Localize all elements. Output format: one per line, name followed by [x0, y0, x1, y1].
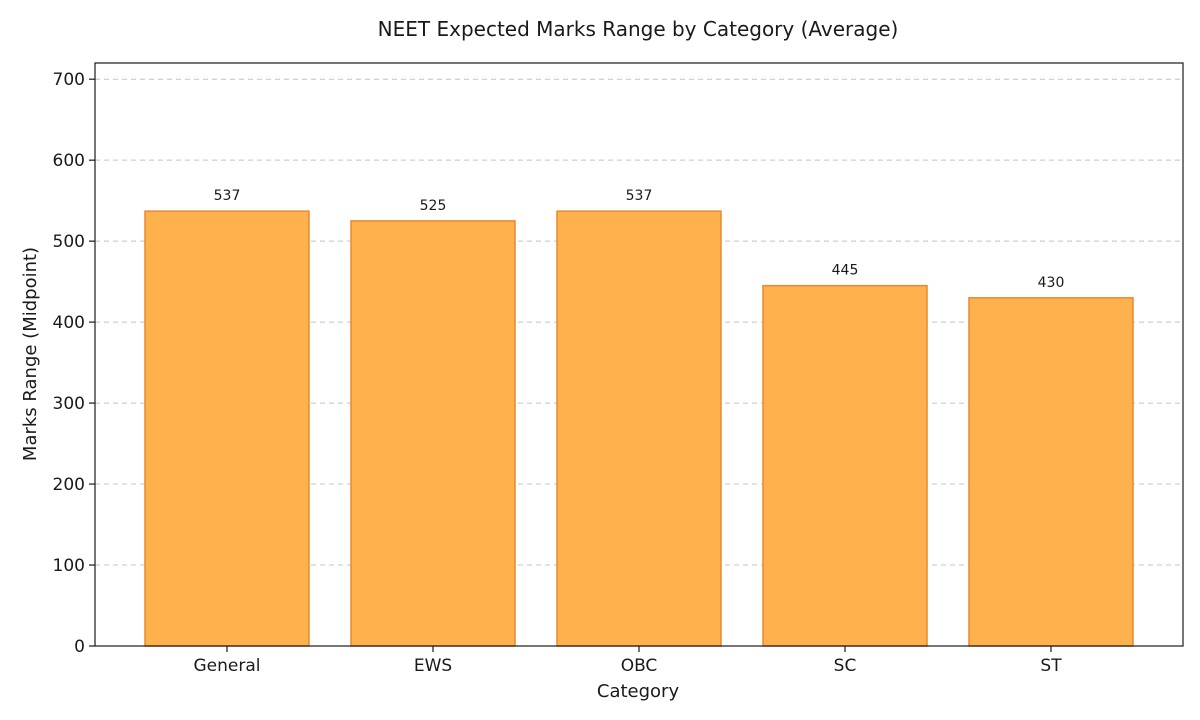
bar-value-label: 445: [832, 263, 859, 279]
x-tick-label: OBC: [621, 656, 658, 676]
y-tick-label: 300: [53, 394, 85, 414]
y-tick-label: 0: [74, 637, 85, 657]
y-tick-label: 600: [53, 151, 85, 171]
data-labels: 537 525 537 445 430: [214, 188, 1065, 291]
y-tick-label: 200: [53, 475, 85, 495]
bar-general: [144, 210, 310, 647]
bar-value-label: 537: [214, 188, 241, 204]
y-axis-label: Marks Range (Midpoint): [20, 247, 41, 461]
x-tick-label: ST: [1040, 656, 1062, 676]
y-tick-label: 100: [53, 556, 85, 576]
y-tick-label: 500: [53, 232, 85, 252]
y-tick-label: 700: [53, 70, 85, 90]
y-tick-label: 400: [53, 313, 85, 333]
x-axis-ticks: General EWS OBC SC ST: [194, 646, 1062, 676]
bar-value-label: 430: [1038, 275, 1065, 291]
bar-obc: [556, 210, 722, 647]
bar-ews: [350, 220, 516, 647]
bar-value-label: 525: [420, 198, 447, 214]
x-tick-label: SC: [834, 656, 857, 676]
y-axis-ticks: 0 100 200 300 400 500 600 700: [53, 70, 95, 657]
x-axis-label: Category: [597, 681, 680, 702]
chart-title: NEET Expected Marks Range by Category (A…: [378, 17, 899, 41]
bar-st: [968, 297, 1134, 647]
bars: [144, 210, 1134, 647]
bar-sc: [762, 284, 928, 647]
x-tick-label: General: [194, 656, 261, 676]
x-tick-label: EWS: [414, 656, 452, 676]
bar-value-label: 537: [626, 188, 653, 204]
